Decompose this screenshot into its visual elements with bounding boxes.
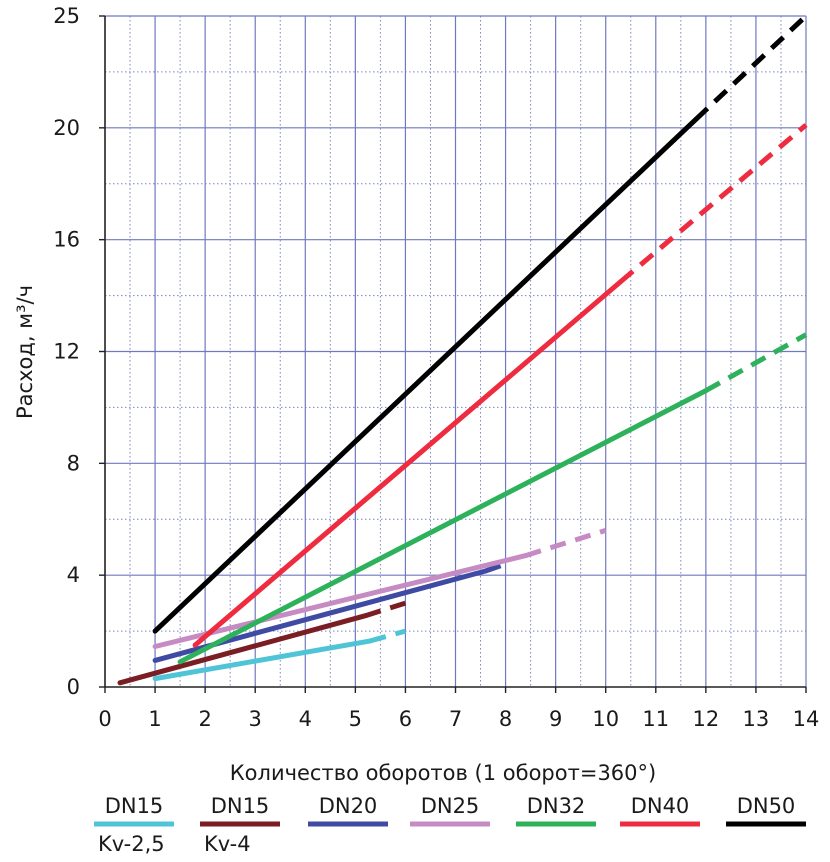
legend-label: DN32 <box>527 794 586 818</box>
x-tick-label: 13 <box>743 707 770 731</box>
series-line-solid <box>117 613 368 686</box>
y-tick-label: 4 <box>67 563 80 587</box>
series-line-dashed <box>704 332 808 393</box>
legend-label: DN20 <box>319 794 378 818</box>
legend: DN15 Kv-2,5 DN15 Kv-4 DN20 DN25 DN32 DN40 DN50 <box>94 794 806 856</box>
x-axis-label: Количество оборотов (1 оборот=360°) <box>230 761 656 785</box>
series-lines <box>117 14 808 686</box>
series-line-solid <box>192 279 624 648</box>
legend-label: DN15 <box>211 794 270 818</box>
series-line-dashed <box>484 561 507 574</box>
legend-sublabel: Kv-4 <box>204 832 251 856</box>
series-line-solid <box>152 553 529 649</box>
series-line-dashed <box>619 123 808 284</box>
x-tick-label: 0 <box>98 707 111 731</box>
x-tick-label: 3 <box>249 707 262 731</box>
legend-label: DN15 <box>105 794 164 818</box>
y-tick-label: 25 <box>53 4 80 28</box>
x-tick-label: 6 <box>399 707 412 731</box>
x-tick-label: 11 <box>642 707 669 731</box>
x-tick-label: 2 <box>198 707 211 731</box>
x-tick-label: 9 <box>549 707 562 731</box>
x-tick-label: 12 <box>692 707 719 731</box>
x-tick-label: 4 <box>299 707 312 731</box>
x-tick-label: 7 <box>449 707 462 731</box>
y-tick-label: 0 <box>67 675 80 699</box>
x-tick-label: 10 <box>592 707 619 731</box>
series-line-dashed <box>524 528 607 558</box>
series-line-solid <box>152 116 699 634</box>
series-line-dashed <box>364 600 407 619</box>
grid <box>105 15 807 687</box>
x-tick-label: 14 <box>793 707 820 731</box>
legend-label: DN40 <box>631 794 690 818</box>
series-line-solid <box>177 388 709 665</box>
legend-label: DN50 <box>737 794 796 818</box>
y-tick-label: 20 <box>53 116 80 140</box>
y-tick-label: 12 <box>53 340 80 364</box>
y-tick-label: 8 <box>67 451 80 475</box>
legend-label: DN25 <box>421 794 480 818</box>
x-tick-label: 5 <box>349 707 362 731</box>
series-line-dashed <box>694 14 808 122</box>
legend-sublabel: Kv-2,5 <box>98 832 165 856</box>
x-tick-label: 1 <box>148 707 161 731</box>
y-axis-label: Расход, м³/ч <box>13 285 37 419</box>
x-tick-label: 8 <box>499 707 512 731</box>
y-tick-label: 16 <box>53 228 80 252</box>
series-line-solid <box>152 638 373 682</box>
series-line-dashed <box>369 628 407 644</box>
